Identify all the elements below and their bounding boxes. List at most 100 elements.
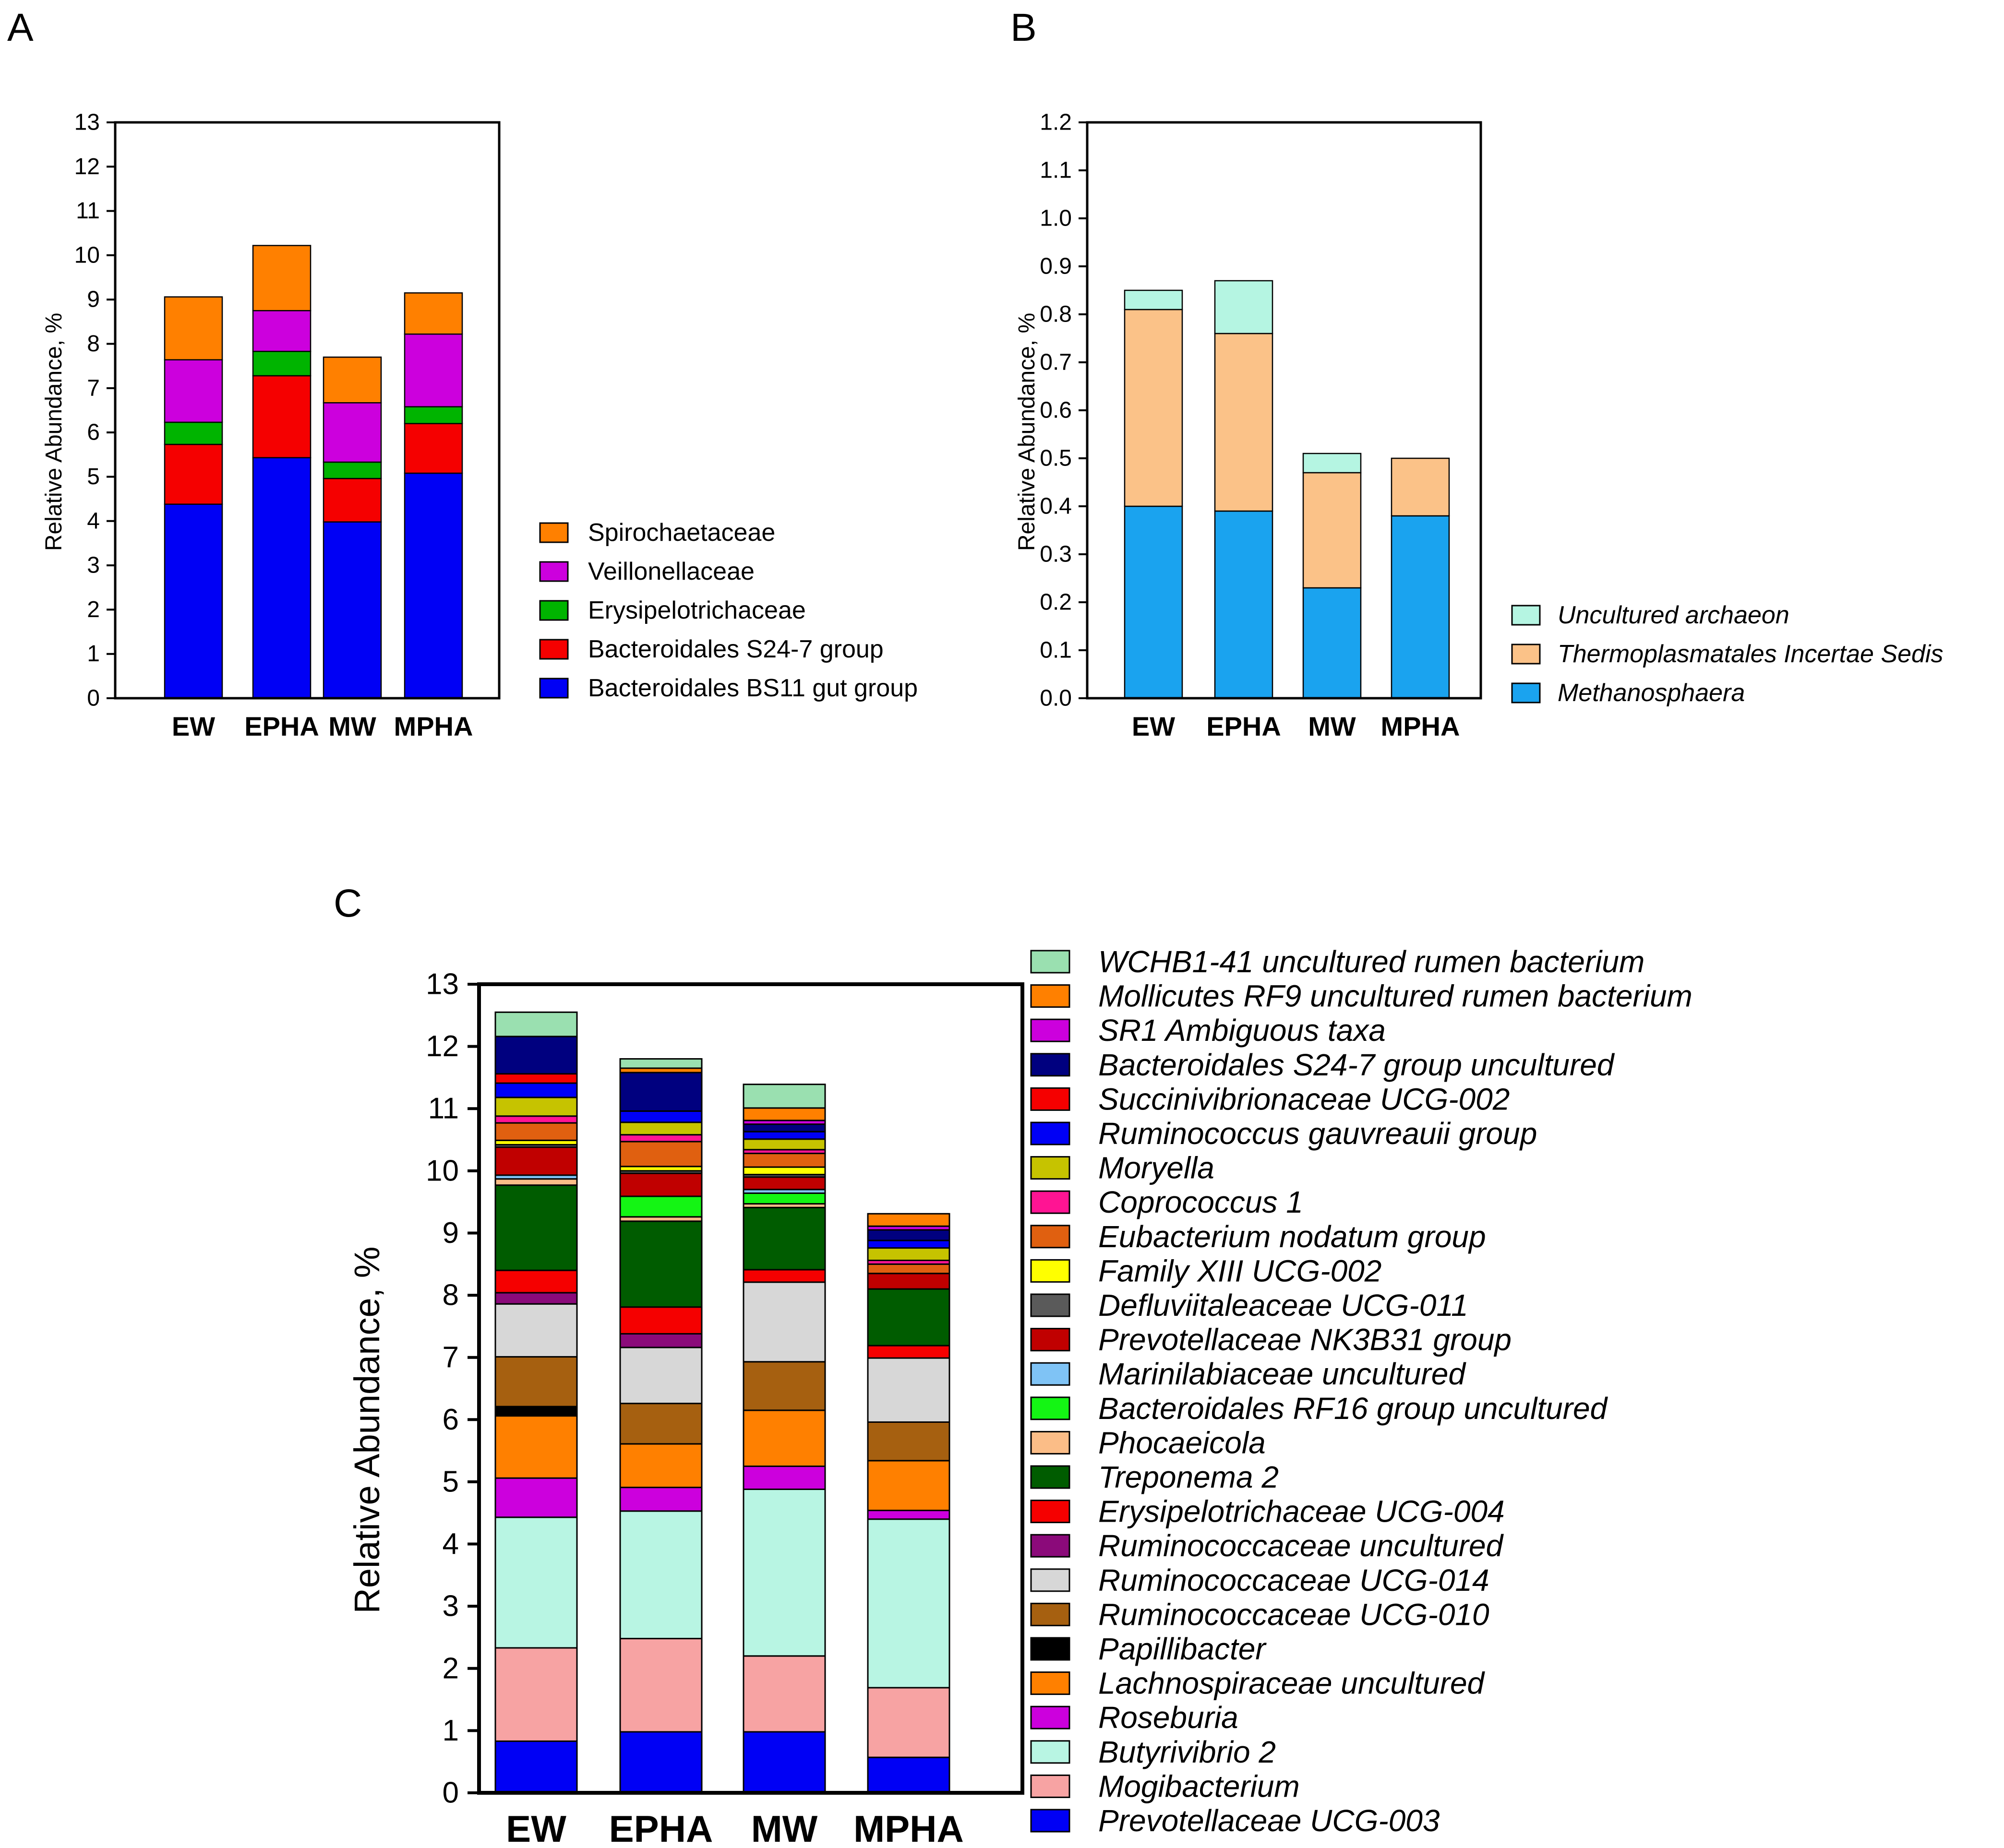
bar-segment-ew-bacteroidales-s24-7-group [164,443,223,505]
legend-swatch-methanosphaera [1511,682,1541,703]
bar-segment-mpha-bacteroidales-s24-7-group-uncultured [867,1229,950,1241]
legend-swatch-sr1-ambiguous-taxa [1030,1018,1070,1042]
y-tick-label: 8 [87,331,100,357]
y-tick-label: 8 [443,1279,459,1312]
bar-segment-mpha-bacteroidales-bs11-gut-group [404,472,463,699]
bar-segment-ew-butyrivibrio-2 [494,1516,578,1649]
bar-segment-epha-moryella [619,1121,703,1136]
legend-swatch-ruminococcus-gauvreauii-group [1030,1121,1070,1145]
bar-segment-epha-methanosphaera [1214,510,1273,699]
panel-a-plot-frame [114,121,501,700]
bar-segment-ew-prevotellaceae-ucg-003 [494,1740,578,1794]
legend-label-bacteroidales-s24-7-group-uncultured: Bacteroidales S24-7 group uncultured [1098,1048,1615,1082]
legend-swatch-family-xiii-ucg-002 [1030,1259,1070,1283]
bar-segment-epha-veillonellaceae [252,310,312,352]
bar-segment-mw-bacteroidales-bs11-gut-group [323,521,382,699]
bar-segment-ew-spirochaetaceae [164,296,223,361]
legend-label-wchb1-41-uncultured-rumen-bacterium: WCHB1-41 uncultured rumen bacterium [1098,944,1644,979]
bar-segment-mpha-thermoplasmatales-incertae-sedis [1391,457,1450,517]
y-tick-label: 0.3 [1040,542,1072,567]
panel-c-plot-frame [477,982,1024,1795]
legend-swatch-phocaeicola [1030,1431,1070,1455]
bar-segment-mw-wchb1-41-uncultured-rumen-bacterium [743,1084,826,1109]
bar-segment-mpha-prevotellaceae-nk3b31-group [867,1273,950,1290]
x-category-label: EPHA [244,711,319,741]
legend-label-prevotellaceae-ucg-003: Prevotellaceae UCG-003 [1098,1803,1440,1838]
bar-segment-epha-thermoplasmatales-incertae-sedis [1214,333,1273,512]
legend-label-lachnospiraceae-uncultured: Lachnospiraceae uncultured [1098,1666,1486,1701]
legend-label-thermoplasmatales-incertae-sedis: Thermoplasmatales Incertae Sedis [1558,640,1944,668]
panel-c-bars [494,1011,950,1794]
bar-segment-mpha-ruminococcus-gauvreauii-group [867,1240,950,1249]
bar-segment-mw-bacteroidales-rf16-group-uncultured [743,1192,826,1205]
y-tick-label: 3 [443,1590,459,1623]
bar-segment-ew-coprococcus-1 [494,1115,578,1124]
bar-segment-mw-prevotellaceae-ucg-003 [743,1731,826,1794]
bar-segment-mpha-erysipelotrichaceae [404,406,463,424]
bar-segment-epha-ruminococcus-gauvreauii-group [619,1110,703,1123]
y-tick-label: 11 [76,198,100,224]
bar-segment-mpha-ruminococcaceae-ucg-014 [867,1357,950,1423]
y-tick-label: 0 [443,1776,459,1810]
bar-segment-ew-erysipelotrichaceae-ucg-004 [494,1269,578,1294]
panel-a: A Relative Abundance, % 0123456789101112… [7,6,918,741]
panel-c-x-categories: EW EPHA MW MPHA [506,1808,964,1848]
x-category-label: MPHA [1381,711,1460,741]
legend-label-papillibacter: Papillibacter [1098,1632,1267,1666]
bar-segment-mw-methanosphaera [1302,587,1362,699]
y-tick-label: 9 [87,287,100,312]
legend-label-sr1-ambiguous-taxa: SR1 Ambiguous taxa [1098,1013,1386,1048]
legend-label-coprococcus-1: Coprococcus 1 [1098,1185,1303,1219]
bar-segment-mw-veillonellaceae [323,402,382,463]
bar-segment-mw-moryella [743,1138,826,1151]
bar-segment-mpha-roseburia [867,1510,950,1520]
legend-swatch-bacteroidales-rf16-group-uncultured [1030,1396,1070,1420]
y-tick-label: 4 [87,508,100,534]
bar-segment-epha-prevotellaceae-ucg-003 [619,1731,703,1794]
legend-label-ruminococcaceae-ucg-010: Ruminococcaceae UCG-010 [1098,1597,1489,1632]
x-category-label: MPHA [394,711,473,741]
x-category-label: MPHA [853,1808,964,1848]
bar-segment-ew-thermoplasmatales-incertae-sedis [1124,309,1183,507]
y-tick-label: 5 [443,1465,459,1498]
panel-a-y-axis-label: Relative Abundance, % [41,313,67,551]
y-tick-label: 10 [426,1154,459,1187]
panel-c-legend: WCHB1-41 uncultured rumen bacteriumMolli… [1030,944,1692,1838]
panel-c-y-axis-label: Relative Abundance, % [347,1246,387,1613]
panel-b-legend: Uncultured archaeon Thermoplasmatales Inc… [1511,601,1944,707]
bar-segment-ew-lachnospiraceae-uncultured [494,1415,578,1479]
bar-segment-mw-thermoplasmatales-incertae-sedis [1302,472,1362,589]
legend-label-succinivibrionaceae-ucg-002: Succinivibrionaceae UCG-002 [1098,1082,1510,1116]
bar-segment-ew-erysipelotrichaceae [164,421,223,445]
legend-label-erysipelotrichaceae: Erysipelotrichaceae [588,596,806,624]
bar-segment-ew-phocaeicola [494,1178,578,1186]
legend-label-mollicutes-rf9-uncultured-rumen-bacterium: Mollicutes RF9 uncultured rumen bacteriu… [1098,979,1692,1013]
legend-label-mogibacterium: Mogibacterium [1098,1769,1300,1803]
legend-swatch-prevotellaceae-nk3b31-group [1030,1328,1070,1352]
bar-segment-mw-mollicutes-rf9-uncultured-rumen-bacterium [743,1107,826,1121]
bar-segment-ew-veillonellaceae [164,359,223,423]
legend-swatch-ruminococcaceae-uncultured [1030,1534,1070,1558]
bar-segment-ew-papillibacter [494,1406,578,1417]
legend-swatch-ruminococcaceae-ucg-014 [1030,1568,1070,1592]
y-tick-label: 1.1 [1040,158,1072,183]
x-category-label: EPHA [609,1808,713,1848]
x-category-label: MW [328,711,376,741]
panel-b-y-axis-label: Relative Abundance, % [1014,313,1040,551]
bar-segment-epha-coprococcus-1 [619,1134,703,1143]
bar-segment-ew-mogibacterium [494,1647,578,1742]
bar-segment-ew-ruminococcaceae-ucg-014 [494,1303,578,1358]
bar-segment-epha-ruminococcaceae-ucg-010 [619,1403,703,1445]
bar-segment-mw-lachnospiraceae-uncultured [743,1409,826,1467]
bar-segment-mpha-butyrivibrio-2 [867,1518,950,1689]
bar-segment-ew-ruminococcaceae-uncultured [494,1292,578,1305]
bar-segment-ew-roseburia [494,1477,578,1518]
bar-segment-mpha-erysipelotrichaceae-ucg-004 [867,1345,950,1359]
bar-segment-ew-succinivibrionaceae-ucg-002 [494,1073,578,1084]
legend-label-methanosphaera: Methanosphaera [1558,679,1745,707]
y-tick-label: 10 [74,242,100,268]
bar-segment-mw-ruminococcus-gauvreauii-group [743,1131,826,1140]
legend-label-treponema-2: Treponema 2 [1098,1460,1279,1494]
y-tick-label: 2 [87,597,100,622]
bar-segment-epha-bacteroidales-s24-7-group-uncultured [619,1072,703,1112]
